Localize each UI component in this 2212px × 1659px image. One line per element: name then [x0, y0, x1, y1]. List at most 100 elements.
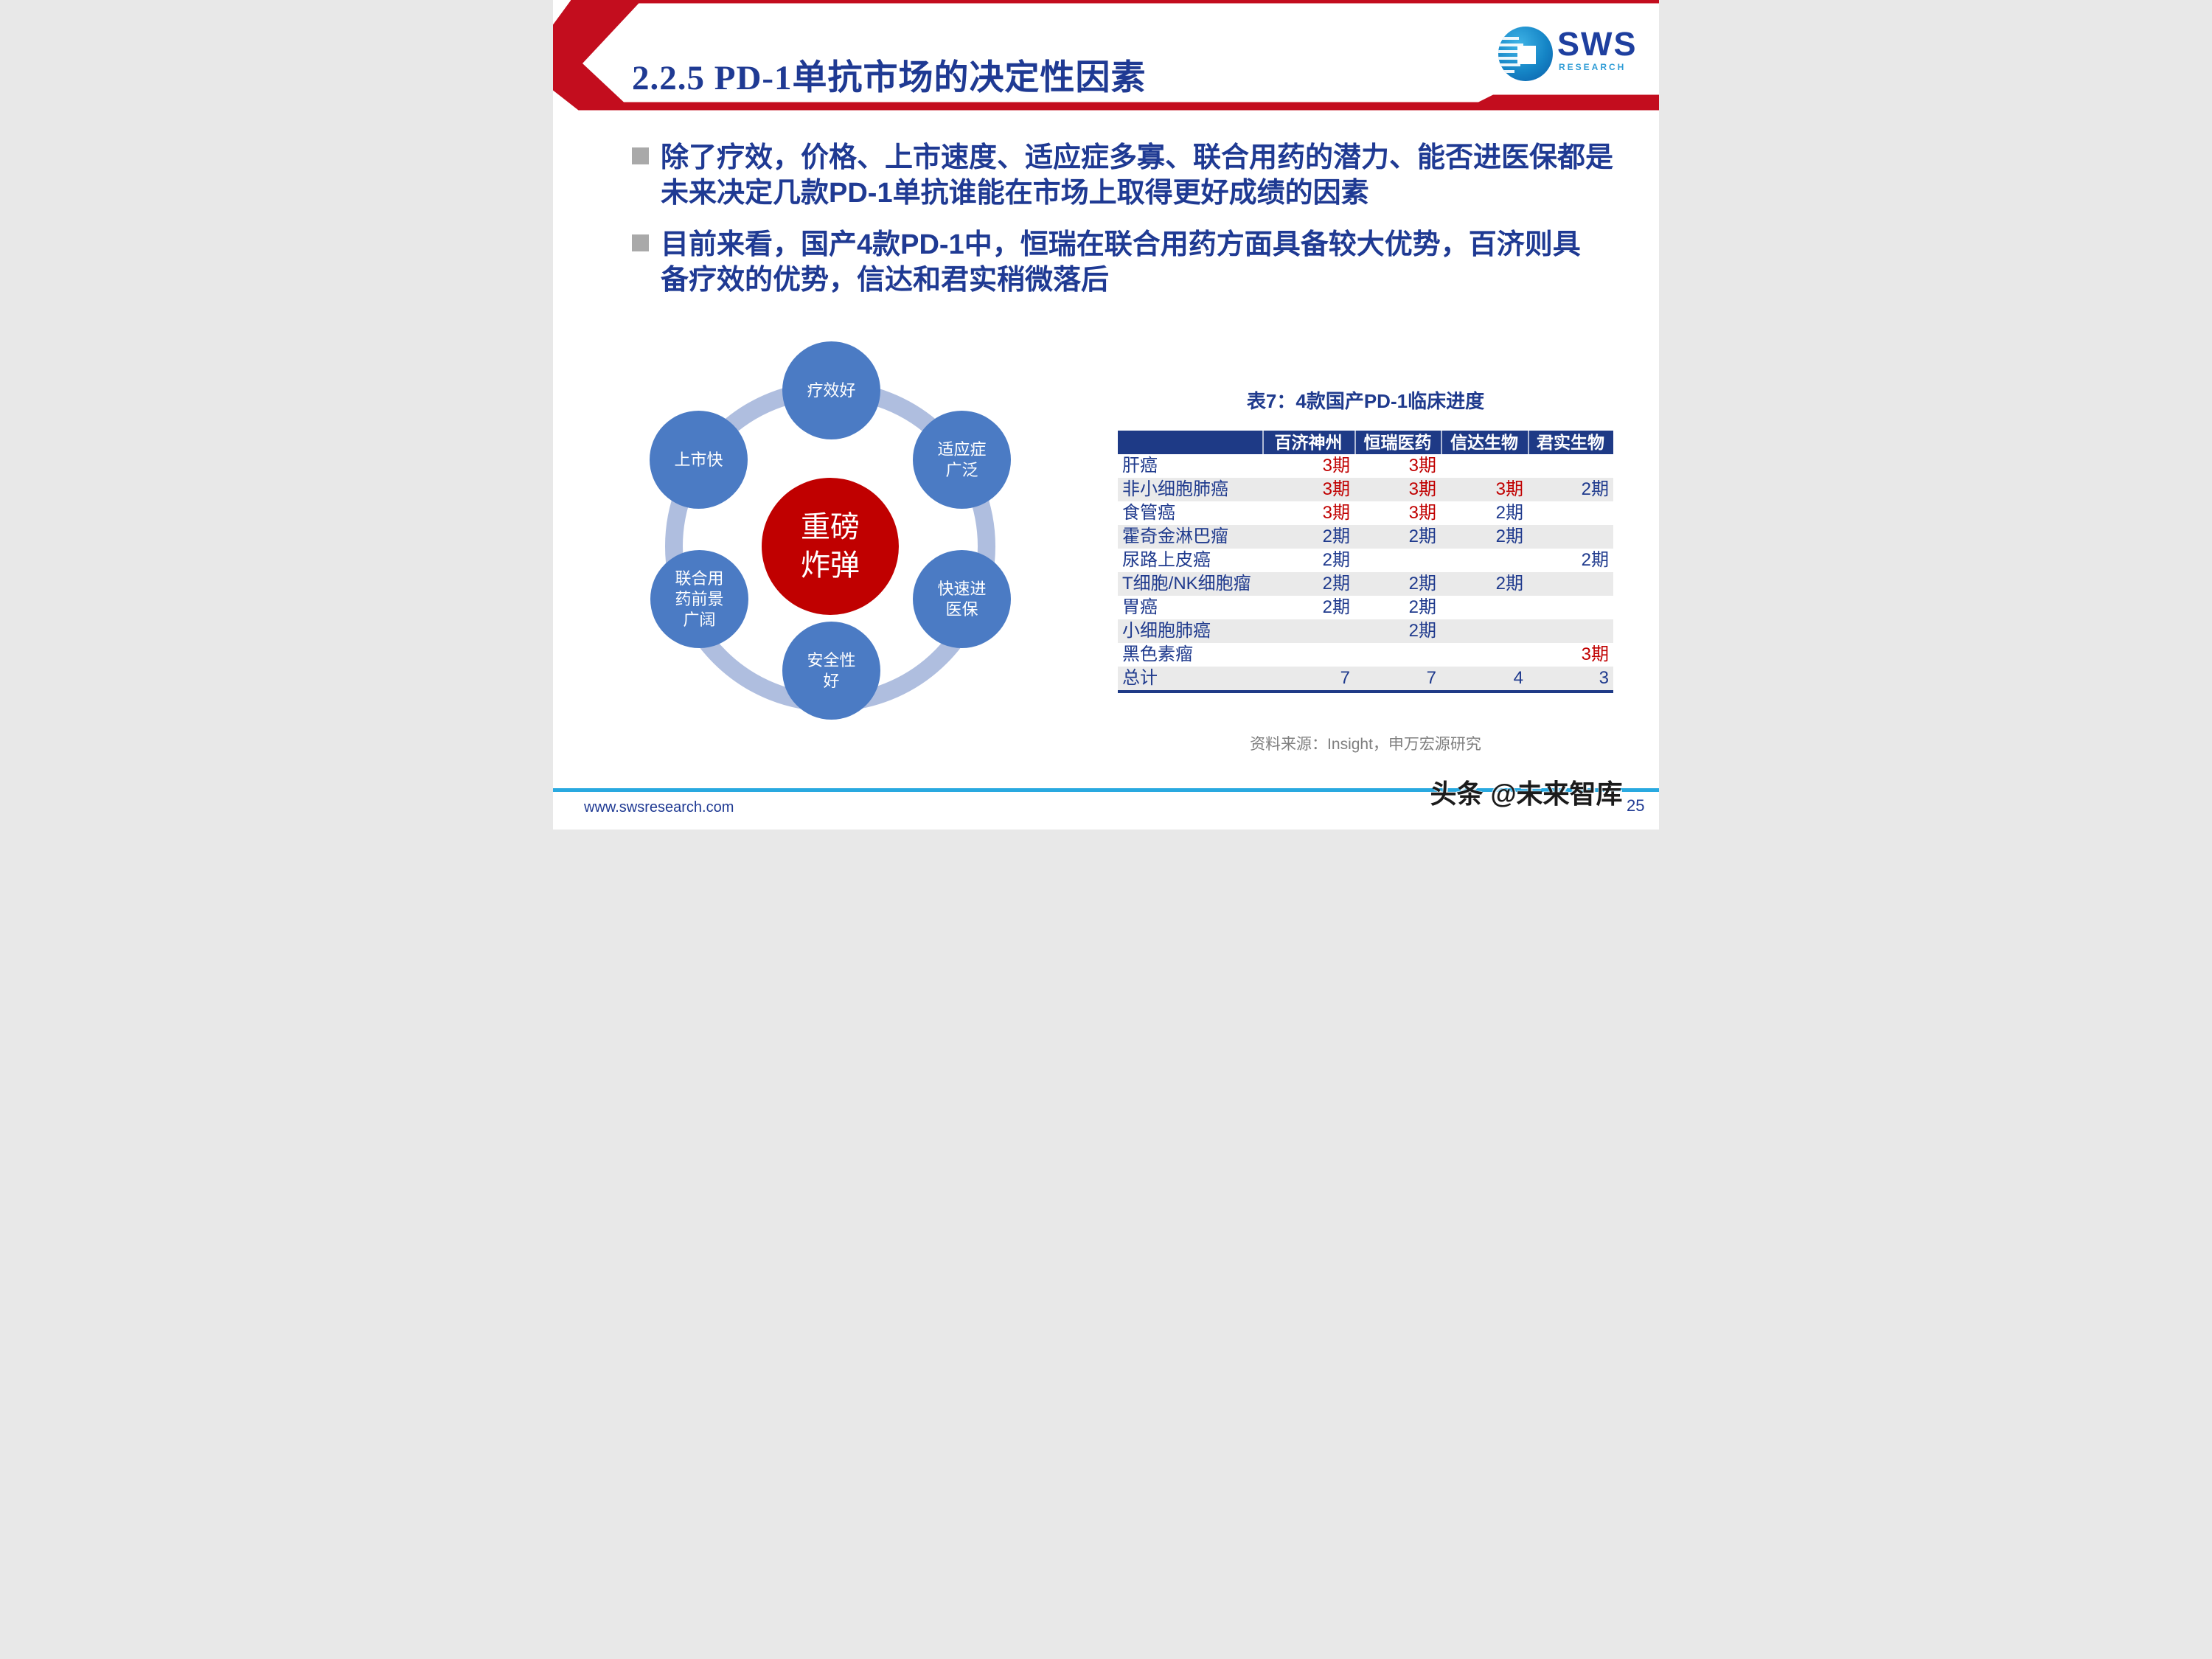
top-red-strip	[571, 0, 1659, 4]
table-cell: 3期	[1495, 479, 1523, 499]
table-row: 胃癌 2期 2期	[1118, 596, 1613, 619]
table-cell: 2期	[1408, 526, 1436, 546]
table-row-label: 食管癌	[1122, 503, 1175, 523]
table-cell: 2期	[1322, 550, 1350, 570]
table-header-empty	[1118, 431, 1262, 454]
diagram-satellite-circle: 安全性 好	[782, 622, 880, 720]
sws-logo: SWS RESEARCH	[1498, 25, 1653, 84]
table-header-cell: 君实生物	[1528, 431, 1613, 454]
table-cell: 2期	[1322, 574, 1350, 594]
table-cell: 2期	[1408, 574, 1436, 594]
table-row: 非小细胞肺癌 3期 3期 3期 2期	[1118, 478, 1613, 501]
table-row: 肝癌 3期 3期	[1118, 454, 1613, 478]
table-cell: 3期	[1322, 479, 1350, 499]
table-cell: 3期	[1581, 644, 1609, 664]
table-row-label: 非小细胞肺癌	[1122, 479, 1228, 499]
table-cell	[1262, 619, 1354, 643]
table-cell	[1262, 643, 1354, 667]
table-row: 总计 7 7 4 3	[1118, 667, 1613, 690]
table-row: 食管癌 3期 3期 2期	[1118, 501, 1613, 525]
table-cell	[1528, 454, 1613, 478]
table-cell: 2期	[1408, 597, 1436, 617]
table-cell: 2期	[1581, 479, 1609, 499]
table-cell	[1528, 619, 1613, 643]
table-cell: 3期	[1322, 456, 1350, 476]
logo-stripe	[1498, 70, 1514, 73]
diagram-center-circle: 重磅 炸弹	[762, 478, 899, 615]
table-cell: 3期	[1408, 503, 1436, 523]
table-row: 尿路上皮癌 2期 2期	[1118, 549, 1613, 572]
table-row-label: 尿路上皮癌	[1122, 550, 1211, 570]
table-cell: 2期	[1408, 621, 1436, 641]
logo-stripe	[1498, 44, 1523, 46]
table-cell: 3期	[1408, 479, 1436, 499]
bullet-text-2: 目前来看，国产4款PD-1中，恒瑞在联合用药方面具备较大优势，百济则具 备疗效的…	[661, 229, 1581, 296]
table-title: 表7：4款国产PD-1临床进度	[1246, 390, 1485, 412]
header-banner	[553, 0, 1659, 111]
footer-divider-line	[553, 788, 1659, 792]
table-row: T细胞/NK细胞瘤 2期 2期 2期	[1118, 572, 1613, 596]
table-cell: 4	[1513, 668, 1523, 688]
table-cell	[1441, 454, 1528, 478]
table-cell	[1528, 572, 1613, 596]
diagram-satellite-circle: 疗效好	[782, 341, 880, 439]
table-header-cell: 恒瑞医药	[1354, 431, 1441, 454]
table-cell: 7	[1340, 668, 1350, 688]
table-cell: 2期	[1495, 526, 1523, 546]
bullet-text-1: 除了疗效，价格、上市速度、适应症多寡、联合用药的潜力、能否进医保都是 未来决定几…	[661, 142, 1614, 209]
table-row-label: 胃癌	[1122, 597, 1158, 617]
table-cell	[1528, 596, 1613, 619]
table-header-cell: 百济神州	[1262, 431, 1354, 454]
diagram-satellite-circle: 适应症 广泛	[913, 411, 1011, 509]
table-row-label: 总计	[1122, 668, 1158, 688]
table-cell: 2期	[1322, 526, 1350, 546]
table-header-row: 百济神州 恒瑞医药 信达生物 君实生物	[1118, 431, 1613, 454]
footer-url: www.swsresearch.com	[584, 799, 734, 815]
red-chevron-ribbon	[553, 0, 1659, 111]
table-row: 小细胞肺癌 2期	[1118, 619, 1613, 643]
table-row-label: 霍奇金淋巴瘤	[1122, 526, 1228, 546]
logo-stripe	[1498, 63, 1520, 66]
table-cell	[1441, 619, 1528, 643]
table-cell: 3期	[1322, 503, 1350, 523]
bullet-marker	[632, 234, 649, 251]
logo-stripe	[1498, 37, 1519, 40]
table-row-label: T细胞/NK细胞瘤	[1122, 574, 1251, 594]
diagram-satellite-circle: 联合用 药前景 广阔	[650, 550, 748, 648]
table-cell	[1441, 643, 1528, 667]
clinical-progress-table: 百济神州 恒瑞医药 信达生物 君实生物 肝癌 3期 3期 非小细胞肺癌 3期 3期 3期 2期 食管癌…	[1118, 431, 1613, 693]
table-row-label: 肝癌	[1122, 456, 1158, 476]
table-cell: 2期	[1322, 597, 1350, 617]
table-cell	[1441, 549, 1528, 572]
table-source: 资料来源：Insight，申万宏源研究	[1250, 736, 1481, 753]
table-body: 肝癌 3期 3期 非小细胞肺癌 3期 3期 3期 2期 食管癌 3期 3期 2期 霍奇金淋巴瘤 2期 2期 2…	[1118, 454, 1613, 690]
watermark: 头条 @未来智库	[1430, 779, 1623, 809]
table-row-label: 黑色素瘤	[1122, 644, 1193, 664]
logo-sws-text: SWS	[1557, 25, 1638, 63]
table-row: 霍奇金淋巴瘤 2期 2期 2期	[1118, 525, 1613, 549]
table-cell: 2期	[1495, 503, 1523, 523]
table-header-cell: 信达生物	[1441, 431, 1528, 454]
logo-stripe	[1498, 57, 1525, 60]
logo-square	[1517, 46, 1536, 64]
table-cell	[1441, 596, 1528, 619]
table-cell: 2期	[1581, 550, 1609, 570]
logo-research-text: RESEARCH	[1559, 62, 1627, 72]
diagram-satellite-circle: 快速进 医保	[913, 550, 1011, 648]
logo-stripe	[1498, 50, 1526, 53]
table-cell: 3期	[1408, 456, 1436, 476]
table-cell	[1528, 501, 1613, 525]
table-cell	[1354, 549, 1441, 572]
page-title: 2.2.5 PD-1单抗市场的决定性因素	[632, 59, 1147, 97]
table-cell: 3	[1599, 668, 1609, 688]
table-row: 黑色素瘤 3期	[1118, 643, 1613, 667]
table-cell	[1354, 643, 1441, 667]
slide: 2.2.5 PD-1单抗市场的决定性因素 SWS RESEARCH 除了疗效，价…	[553, 0, 1659, 830]
bullet-marker	[632, 147, 649, 164]
table-cell: 2期	[1495, 574, 1523, 594]
table-row-label: 小细胞肺癌	[1122, 621, 1211, 641]
sws-globe-icon	[1498, 27, 1553, 81]
table-cell	[1528, 525, 1613, 549]
table-cell: 7	[1426, 668, 1436, 688]
diagram-satellite-circle: 上市快	[650, 411, 748, 509]
